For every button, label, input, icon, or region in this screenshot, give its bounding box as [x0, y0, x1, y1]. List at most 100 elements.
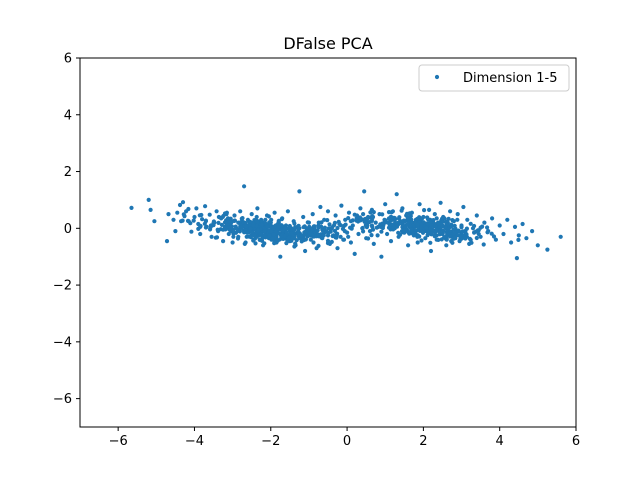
data-point: [490, 216, 495, 221]
data-point: [409, 217, 414, 222]
data-point: [388, 217, 394, 222]
data-point: [152, 219, 157, 224]
data-point: [432, 212, 437, 217]
data-point: [354, 213, 360, 218]
data-point: [276, 223, 281, 229]
data-point: [243, 224, 249, 229]
data-point: [386, 225, 392, 230]
data-point: [461, 204, 466, 210]
data-point: [427, 207, 432, 212]
data-point: [233, 230, 239, 235]
data-point: [434, 216, 439, 221]
data-point: [385, 220, 390, 225]
data-point: [250, 230, 255, 235]
data-point: [284, 230, 289, 235]
x-tick-label: 6: [572, 434, 580, 449]
x-axis-ticks: −6 −4 −2 0 2 4 6: [109, 427, 580, 449]
data-point: [272, 224, 277, 229]
data-point: [215, 227, 220, 232]
data-point: [211, 221, 216, 226]
data-point: [415, 233, 421, 238]
data-point: [207, 212, 212, 217]
data-point: [203, 219, 208, 224]
data-point: [230, 240, 235, 245]
data-point: [530, 229, 535, 234]
x-tick-label: −2: [261, 434, 280, 449]
data-point: [269, 217, 274, 222]
data-point: [356, 231, 361, 237]
data-point: [415, 216, 420, 221]
data-point: [395, 224, 400, 229]
data-point: [535, 243, 540, 248]
data-point: [189, 229, 194, 234]
legend-box: [418, 64, 570, 92]
data-point: [325, 209, 331, 214]
y-tick-label: 6: [64, 52, 72, 67]
data-point: [482, 220, 487, 225]
data-point: [267, 233, 272, 238]
data-point: [489, 231, 494, 236]
data-point: [394, 192, 399, 197]
data-point: [371, 210, 376, 215]
data-point: [520, 221, 525, 227]
data-point: [242, 184, 247, 189]
data-point: [258, 232, 263, 237]
data-point: [310, 212, 315, 217]
data-point: [259, 222, 264, 227]
data-point: [249, 212, 254, 217]
data-point: [428, 226, 433, 231]
data-point: [240, 216, 245, 221]
x-tick-label: −6: [109, 434, 128, 449]
data-point: [382, 217, 387, 222]
y-tick-label: −2: [53, 279, 72, 294]
data-point: [173, 229, 178, 234]
data-point: [214, 209, 219, 214]
data-point: [419, 238, 424, 243]
data-point: [311, 240, 316, 245]
data-point: [305, 220, 310, 225]
data-point: [290, 236, 295, 241]
data-point: [203, 204, 208, 209]
data-point: [335, 225, 340, 231]
data-point: [463, 236, 468, 241]
data-point: [441, 214, 446, 220]
data-point: [224, 221, 229, 227]
data-point: [446, 216, 451, 221]
data-point: [362, 189, 367, 194]
data-point: [491, 234, 497, 239]
data-point: [376, 224, 381, 229]
data-point: [254, 223, 259, 229]
x-tick-label: −4: [185, 434, 204, 449]
data-point: [398, 232, 403, 237]
data-point: [428, 240, 433, 245]
data-point: [512, 224, 518, 229]
data-point: [558, 234, 563, 239]
data-point: [296, 223, 301, 228]
data-point: [545, 247, 550, 252]
data-point: [456, 228, 461, 233]
data-point: [335, 246, 340, 251]
data-point: [380, 212, 385, 217]
data-point: [524, 236, 529, 241]
data-point: [438, 230, 443, 235]
data-point: [357, 215, 363, 220]
data-point: [420, 230, 426, 235]
data-point: [501, 231, 506, 237]
data-point: [270, 236, 275, 241]
data-point: [348, 219, 353, 224]
data-point: [253, 241, 258, 246]
y-tick-label: −4: [53, 335, 72, 350]
data-point: [194, 206, 199, 211]
data-point: [276, 231, 281, 236]
data-point: [340, 226, 345, 231]
y-tick-label: 4: [64, 108, 72, 123]
data-point: [287, 223, 292, 229]
data-point: [473, 229, 478, 234]
legend: Dimension 1-5: [418, 64, 570, 92]
data-point: [380, 221, 385, 226]
x-tick-label: 4: [496, 434, 504, 449]
data-point: [459, 225, 464, 230]
data-point: [438, 200, 443, 205]
data-point: [166, 212, 171, 217]
